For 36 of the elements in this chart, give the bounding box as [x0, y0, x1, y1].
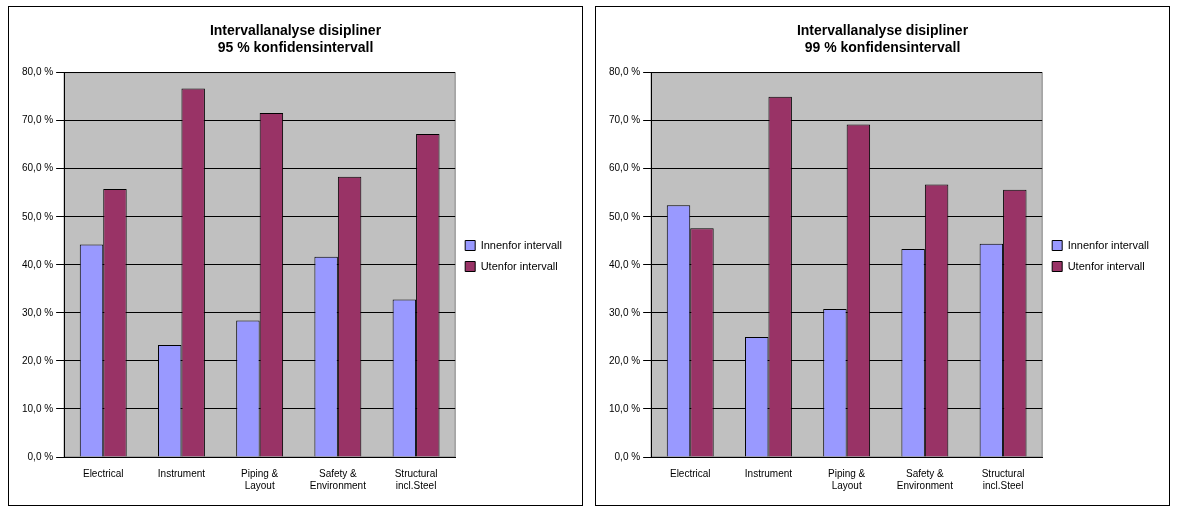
x-tick-label: Electrical [82, 467, 124, 479]
x-tick-label: Instrument [744, 467, 793, 479]
y-tick-label: 20,0 % [608, 354, 641, 366]
y-tick-label: 20,0 % [21, 354, 54, 366]
x-tick-label: Safety & Environment [896, 467, 954, 491]
y-tick-label: 80,0 % [21, 66, 54, 78]
y-tick-label: 70,0 % [608, 114, 641, 126]
y-tick-label: 0,0 % [27, 450, 54, 462]
x-tick-label: Electrical [669, 467, 711, 479]
y-tick-label: 40,0 % [21, 258, 54, 270]
x-tick-label: Structural incl.Steel [981, 467, 1025, 491]
legend-label: Utenfor intervall [1067, 259, 1145, 272]
y-tick-label: 60,0 % [608, 162, 641, 174]
x-tick-label: Piping & Layout [828, 467, 866, 491]
x-tick-label: Piping & Layout [241, 467, 279, 491]
x-tick-label: Safety & Environment [309, 467, 367, 491]
x-tick-label: Instrument [157, 467, 206, 479]
legend-label: Innenfor intervall [1067, 238, 1149, 251]
y-tick-label: 70,0 % [21, 114, 54, 126]
y-tick-label: 30,0 % [608, 306, 641, 318]
y-tick-label: 50,0 % [21, 210, 54, 222]
y-tick-label: 50,0 % [608, 210, 641, 222]
chart-subtitle: 99 % konfidensintervall [804, 39, 961, 56]
y-tick-label: 10,0 % [608, 402, 641, 414]
chart-title: Intervallanalyse disipliner [796, 22, 969, 39]
y-tick-label: 10,0 % [21, 402, 54, 414]
legend-label: Utenfor intervall [480, 259, 558, 272]
legend-label: Innenfor intervall [480, 238, 562, 251]
y-tick-label: 40,0 % [608, 258, 641, 270]
y-tick-label: 80,0 % [608, 66, 641, 78]
x-tick-label: Structural incl.Steel [394, 467, 438, 491]
chart-subtitle: 95 % konfidensintervall [217, 39, 374, 56]
chart-title: Intervallanalyse disipliner [209, 22, 382, 39]
y-tick-label: 60,0 % [21, 162, 54, 174]
y-tick-label: 30,0 % [21, 306, 54, 318]
y-tick-label: 0,0 % [614, 450, 641, 462]
